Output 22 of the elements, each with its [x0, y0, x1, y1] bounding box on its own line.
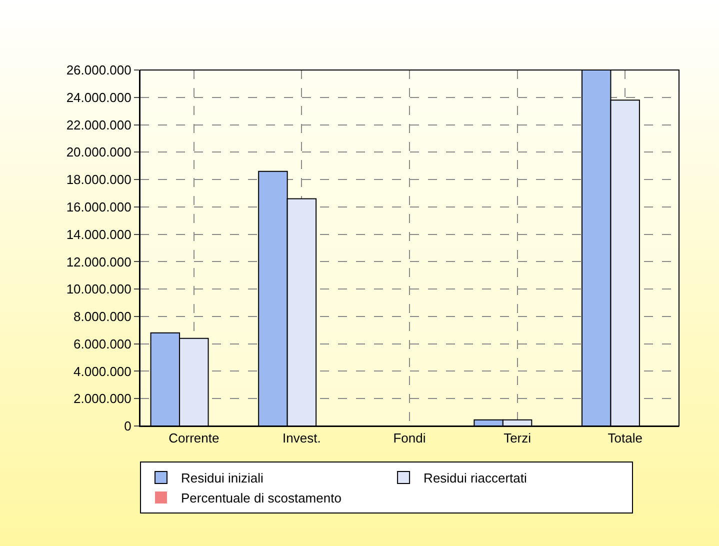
- y-tick-label: 10.000.000: [66, 282, 132, 297]
- y-tick-label: 26.000.000: [66, 62, 132, 78]
- y-tick-label: 16.000.000: [66, 199, 132, 214]
- y-tick-label: 8.000.000: [74, 309, 132, 324]
- y-tick-label: 6.000.000: [74, 336, 132, 352]
- x-tick-label: Totale: [608, 430, 642, 446]
- y-tick-label: 14.000.000: [66, 226, 132, 242]
- y-tick-label: 24.000.000: [66, 90, 132, 105]
- y-tick-label: 12.000.000: [66, 254, 132, 270]
- y-tick-label: 4.000.000: [74, 364, 132, 379]
- y-tick-label: 0: [124, 418, 132, 434]
- legend-label: Residui riaccertati: [424, 470, 527, 486]
- x-tick-label: Terzi: [504, 430, 532, 446]
- x-tick-label: Fondi: [393, 430, 426, 446]
- x-tick-label: Invest.: [282, 430, 321, 446]
- x-tick-label: Corrente: [168, 430, 220, 446]
- y-tick-label: 18.000.000: [66, 172, 132, 188]
- y-tick-label: 20.000.000: [66, 144, 132, 160]
- legend-label: Percentuale di scostamento: [181, 490, 342, 506]
- y-tick-label: 22.000.000: [66, 117, 132, 132]
- y-tick-label: 2.000.000: [74, 391, 132, 406]
- legend-label: Residui iniziali: [181, 470, 264, 486]
